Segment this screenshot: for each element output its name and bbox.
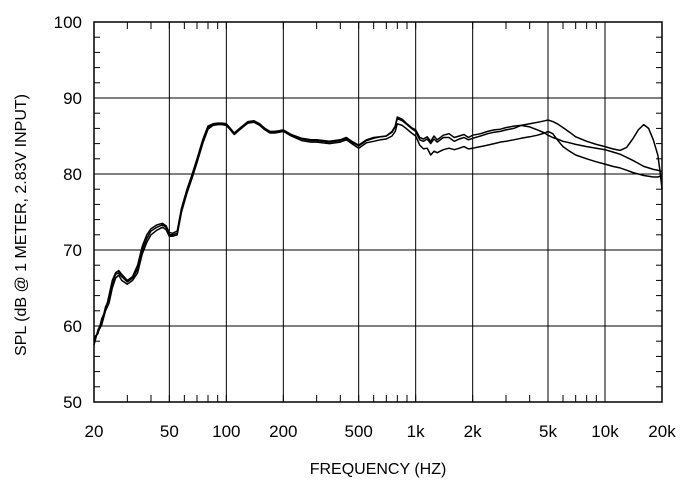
x-tick-label: 2k xyxy=(464,422,482,441)
x-axis-label: FREQUENCY (HZ) xyxy=(310,461,447,478)
y-tick-label: 50 xyxy=(63,393,82,412)
x-tick-label: 50 xyxy=(160,422,179,441)
minor-tick-marks xyxy=(93,21,663,403)
x-tick-label: 1k xyxy=(407,422,425,441)
y-tick-labels: 50 60 70 80 90 100 xyxy=(54,13,82,412)
x-tick-label: 500 xyxy=(344,422,372,441)
series-lines xyxy=(93,116,663,346)
y-tick-label: 100 xyxy=(54,13,82,32)
y-tick-label: 70 xyxy=(63,241,82,260)
x-tick-label: 20 xyxy=(85,422,104,441)
series-line-2 xyxy=(93,117,663,346)
x-tick-label: 200 xyxy=(269,422,297,441)
plot-frame xyxy=(93,21,663,403)
x-tick-label: 5k xyxy=(539,422,557,441)
y-tick-label: 60 xyxy=(63,317,82,336)
y-tick-label: 80 xyxy=(63,165,82,184)
chart-grid xyxy=(93,21,663,403)
y-axis-label: SPL (dB @ 1 METER, 2.83V INPUT) xyxy=(13,94,30,356)
y-tick-label: 90 xyxy=(63,89,82,108)
x-tick-label: 20k xyxy=(648,422,676,441)
x-tick-label: 100 xyxy=(212,422,240,441)
x-tick-label: 10k xyxy=(591,422,619,441)
series-line-3 xyxy=(93,121,663,342)
x-tick-labels: 20 50 100 200 500 1k 2k 5k 10k 20k xyxy=(85,422,677,441)
